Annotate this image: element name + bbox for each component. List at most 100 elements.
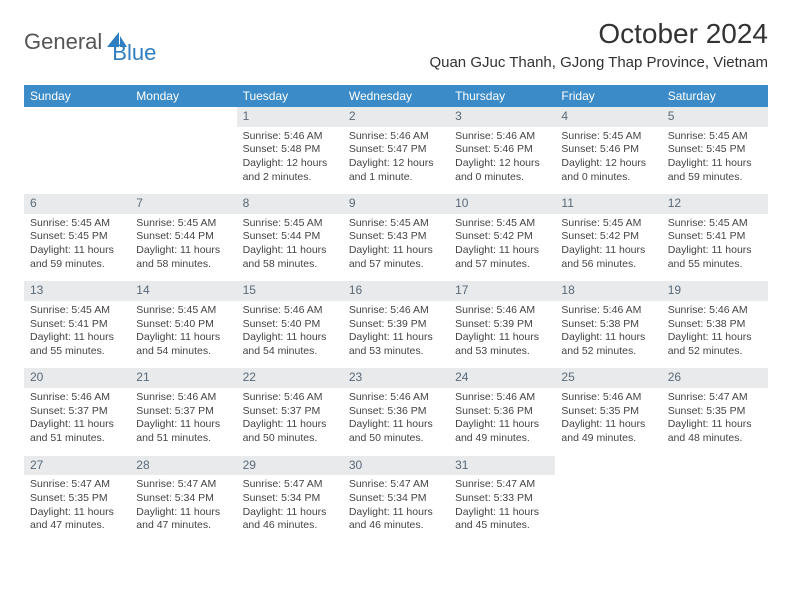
sunset-text: Sunset: 5:44 PM: [243, 230, 337, 244]
calendar-cell: .: [24, 107, 130, 194]
sunrise-text: Sunrise: 5:45 AM: [30, 304, 124, 318]
daylight-text: Daylight: 11 hours and 53 minutes.: [455, 331, 549, 358]
daylight-text: Daylight: 11 hours and 55 minutes.: [30, 331, 124, 358]
sunset-text: Sunset: 5:38 PM: [668, 318, 762, 332]
sunset-text: Sunset: 5:48 PM: [243, 143, 337, 157]
calendar-cell: 16Sunrise: 5:46 AMSunset: 5:39 PMDayligh…: [343, 281, 449, 368]
sunset-text: Sunset: 5:46 PM: [455, 143, 549, 157]
sunrise-text: Sunrise: 5:45 AM: [455, 217, 549, 231]
daylight-text: Daylight: 11 hours and 47 minutes.: [30, 506, 124, 533]
sunset-text: Sunset: 5:38 PM: [561, 318, 655, 332]
sunset-text: Sunset: 5:37 PM: [30, 405, 124, 419]
sunrise-text: Sunrise: 5:47 AM: [136, 478, 230, 492]
day-number: 27: [24, 456, 130, 476]
sunrise-text: Sunrise: 5:46 AM: [561, 304, 655, 318]
calendar-cell: 30Sunrise: 5:47 AMSunset: 5:34 PMDayligh…: [343, 456, 449, 543]
calendar-cell: 25Sunrise: 5:46 AMSunset: 5:35 PMDayligh…: [555, 368, 661, 455]
logo: General Blue: [24, 18, 156, 66]
day-content: Sunrise: 5:46 AMSunset: 5:37 PMDaylight:…: [130, 388, 236, 456]
calendar-cell: 12Sunrise: 5:45 AMSunset: 5:41 PMDayligh…: [662, 194, 768, 281]
daylight-text: Daylight: 12 hours and 2 minutes.: [243, 157, 337, 184]
day-number: 10: [449, 194, 555, 214]
calendar-cell: 13Sunrise: 5:45 AMSunset: 5:41 PMDayligh…: [24, 281, 130, 368]
sunrise-text: Sunrise: 5:45 AM: [561, 217, 655, 231]
daylight-text: Daylight: 11 hours and 59 minutes.: [668, 157, 762, 184]
calendar-cell: 9Sunrise: 5:45 AMSunset: 5:43 PMDaylight…: [343, 194, 449, 281]
sunrise-text: Sunrise: 5:46 AM: [136, 391, 230, 405]
daylight-text: Daylight: 11 hours and 49 minutes.: [455, 418, 549, 445]
weekday-header: Tuesday: [237, 85, 343, 107]
calendar-cell: 21Sunrise: 5:46 AMSunset: 5:37 PMDayligh…: [130, 368, 236, 455]
daylight-text: Daylight: 11 hours and 53 minutes.: [349, 331, 443, 358]
sunrise-text: Sunrise: 5:45 AM: [668, 130, 762, 144]
day-number: 1: [237, 107, 343, 127]
calendar-cell: 8Sunrise: 5:45 AMSunset: 5:44 PMDaylight…: [237, 194, 343, 281]
daylight-text: Daylight: 11 hours and 52 minutes.: [668, 331, 762, 358]
day-number: 25: [555, 368, 661, 388]
day-content: Sunrise: 5:46 AMSunset: 5:40 PMDaylight:…: [237, 301, 343, 369]
day-content: Sunrise: 5:46 AMSunset: 5:47 PMDaylight:…: [343, 127, 449, 195]
day-number: 30: [343, 456, 449, 476]
calendar-cell: 2Sunrise: 5:46 AMSunset: 5:47 PMDaylight…: [343, 107, 449, 194]
weekday-header-row: Sunday Monday Tuesday Wednesday Thursday…: [24, 85, 768, 107]
calendar-cell: .: [130, 107, 236, 194]
day-number: 17: [449, 281, 555, 301]
sunrise-text: Sunrise: 5:46 AM: [349, 130, 443, 144]
calendar-row: 27Sunrise: 5:47 AMSunset: 5:35 PMDayligh…: [24, 456, 768, 543]
sunrise-text: Sunrise: 5:45 AM: [349, 217, 443, 231]
daylight-text: Daylight: 12 hours and 0 minutes.: [455, 157, 549, 184]
day-number: 22: [237, 368, 343, 388]
day-number: 29: [237, 456, 343, 476]
day-content: Sunrise: 5:45 AMSunset: 5:41 PMDaylight:…: [24, 301, 130, 369]
sunset-text: Sunset: 5:41 PM: [668, 230, 762, 244]
calendar-cell: 26Sunrise: 5:47 AMSunset: 5:35 PMDayligh…: [662, 368, 768, 455]
day-content: Sunrise: 5:45 AMSunset: 5:44 PMDaylight:…: [130, 214, 236, 282]
calendar-cell: 6Sunrise: 5:45 AMSunset: 5:45 PMDaylight…: [24, 194, 130, 281]
daylight-text: Daylight: 11 hours and 58 minutes.: [136, 244, 230, 271]
day-content: Sunrise: 5:46 AMSunset: 5:36 PMDaylight:…: [343, 388, 449, 456]
day-number: 26: [662, 368, 768, 388]
sunset-text: Sunset: 5:46 PM: [561, 143, 655, 157]
sunset-text: Sunset: 5:40 PM: [243, 318, 337, 332]
day-content: Sunrise: 5:47 AMSunset: 5:33 PMDaylight:…: [449, 475, 555, 543]
weekday-header: Saturday: [662, 85, 768, 107]
sunset-text: Sunset: 5:35 PM: [668, 405, 762, 419]
sunset-text: Sunset: 5:39 PM: [455, 318, 549, 332]
sunset-text: Sunset: 5:45 PM: [30, 230, 124, 244]
day-number: 21: [130, 368, 236, 388]
day-number: 3: [449, 107, 555, 127]
daylight-text: Daylight: 11 hours and 56 minutes.: [561, 244, 655, 271]
calendar-cell: 29Sunrise: 5:47 AMSunset: 5:34 PMDayligh…: [237, 456, 343, 543]
calendar-row: ..1Sunrise: 5:46 AMSunset: 5:48 PMDaylig…: [24, 107, 768, 194]
day-number: 5: [662, 107, 768, 127]
daylight-text: Daylight: 12 hours and 1 minute.: [349, 157, 443, 184]
title-block: October 2024 Quan GJuc Thanh, GJong Thap…: [429, 18, 768, 71]
sunset-text: Sunset: 5:42 PM: [455, 230, 549, 244]
calendar-cell: 23Sunrise: 5:46 AMSunset: 5:36 PMDayligh…: [343, 368, 449, 455]
calendar-cell: 15Sunrise: 5:46 AMSunset: 5:40 PMDayligh…: [237, 281, 343, 368]
sunrise-text: Sunrise: 5:46 AM: [243, 304, 337, 318]
sunrise-text: Sunrise: 5:46 AM: [349, 304, 443, 318]
day-content: Sunrise: 5:45 AMSunset: 5:45 PMDaylight:…: [662, 127, 768, 195]
calendar-cell: .: [555, 456, 661, 543]
sunrise-text: Sunrise: 5:46 AM: [349, 391, 443, 405]
sunrise-text: Sunrise: 5:46 AM: [561, 391, 655, 405]
daylight-text: Daylight: 11 hours and 55 minutes.: [668, 244, 762, 271]
day-number: 16: [343, 281, 449, 301]
calendar-cell: 20Sunrise: 5:46 AMSunset: 5:37 PMDayligh…: [24, 368, 130, 455]
sunrise-text: Sunrise: 5:46 AM: [243, 391, 337, 405]
day-content: Sunrise: 5:45 AMSunset: 5:45 PMDaylight:…: [24, 214, 130, 282]
day-number: 31: [449, 456, 555, 476]
sunset-text: Sunset: 5:40 PM: [136, 318, 230, 332]
day-content: Sunrise: 5:46 AMSunset: 5:38 PMDaylight:…: [662, 301, 768, 369]
day-content: Sunrise: 5:47 AMSunset: 5:34 PMDaylight:…: [130, 475, 236, 543]
day-number: 19: [662, 281, 768, 301]
calendar-cell: 24Sunrise: 5:46 AMSunset: 5:36 PMDayligh…: [449, 368, 555, 455]
sunset-text: Sunset: 5:36 PM: [349, 405, 443, 419]
day-content: Sunrise: 5:46 AMSunset: 5:36 PMDaylight:…: [449, 388, 555, 456]
weekday-header: Wednesday: [343, 85, 449, 107]
daylight-text: Daylight: 11 hours and 47 minutes.: [136, 506, 230, 533]
day-content: Sunrise: 5:47 AMSunset: 5:35 PMDaylight:…: [24, 475, 130, 543]
daylight-text: Daylight: 11 hours and 57 minutes.: [455, 244, 549, 271]
sunset-text: Sunset: 5:45 PM: [668, 143, 762, 157]
